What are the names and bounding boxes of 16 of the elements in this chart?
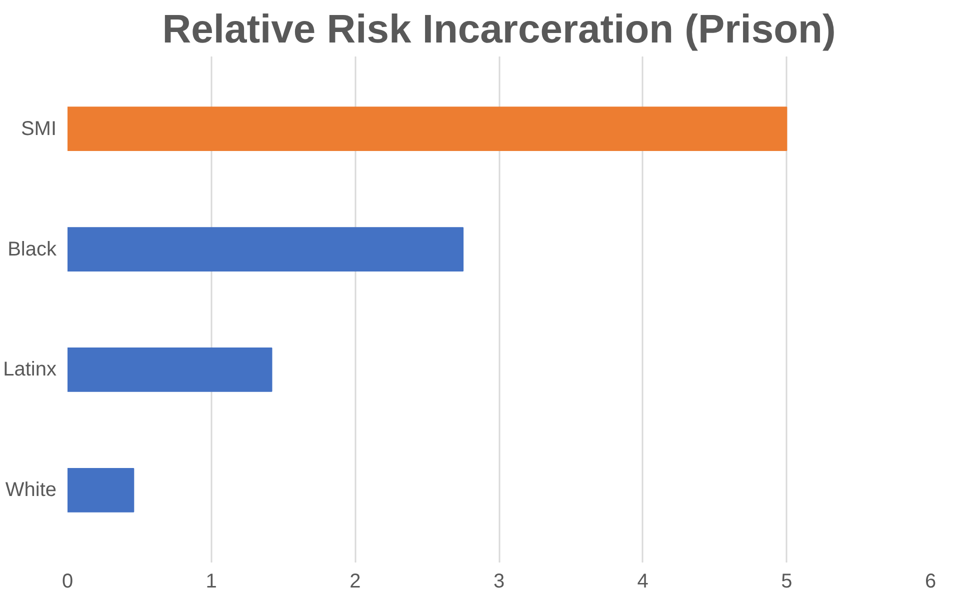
x-tick-label: 6 (924, 570, 936, 592)
chart-title: Relative Risk Incarceration (Prison) (162, 8, 836, 52)
y-tick-label: Latinx (3, 358, 57, 381)
x-tick-label: 0 (62, 570, 74, 592)
bar (68, 106, 788, 151)
bar (68, 348, 272, 392)
y-tick-label: SMI (20, 118, 57, 140)
x-tick-label: 4 (637, 570, 648, 592)
x-tick-label: 1 (206, 570, 217, 592)
y-tick-label: Black (8, 238, 58, 260)
x-tick-label: 2 (350, 570, 361, 592)
bar (68, 227, 464, 272)
bar (68, 468, 134, 512)
x-tick-label: 3 (493, 570, 505, 592)
x-tick-label: 5 (781, 570, 792, 592)
y-tick-label: White (5, 479, 56, 502)
